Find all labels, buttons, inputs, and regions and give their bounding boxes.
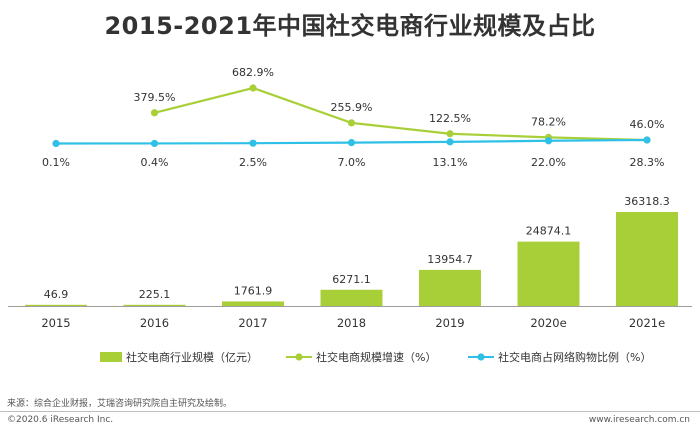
bar <box>222 301 284 306</box>
bar-data-label: 225.1 <box>139 288 171 301</box>
bar-data-label: 6271.1 <box>332 273 371 286</box>
growth-data-label: 682.9% <box>232 66 274 79</box>
share-point <box>544 137 553 145</box>
share-point <box>52 139 60 148</box>
bar-data-label: 1761.9 <box>234 284 273 297</box>
x-tick-label: 2018 <box>337 316 366 330</box>
copyright-text: ©2020.6 iResearch Inc. <box>7 415 114 425</box>
share-data-label: 22.0% <box>531 156 566 169</box>
share-data-label: 7.0% <box>338 156 366 169</box>
bar <box>25 304 87 306</box>
share-data-label: 13.1% <box>433 156 468 169</box>
legend-growth-label: 社交电商规模增速（%） <box>316 350 436 364</box>
source-note: 来源：综合企业财报，艾瑞咨询研究院自主研究及绘制。 <box>7 399 233 409</box>
bar-data-label: 46.9 <box>44 288 69 301</box>
x-tick-label: 2017 <box>238 316 267 330</box>
x-tick-label: 2016 <box>140 316 169 330</box>
share-data-label: 0.4% <box>141 156 169 169</box>
bar <box>419 269 481 306</box>
share-point <box>249 139 257 147</box>
growth-point <box>446 130 454 138</box>
x-tick-label: 2021e <box>629 316 665 330</box>
growth-point <box>347 119 356 127</box>
growth-data-label: 46.0% <box>630 118 665 131</box>
legend: 社交电商行业规模（亿元） 社交电商规模增速（%） 社交电商占网络购物比例（%） <box>100 350 651 364</box>
legend-bar-swatch <box>100 352 122 362</box>
growth-data-label: 255.9% <box>331 101 373 114</box>
bar-data-label: 13954.7 <box>427 253 473 266</box>
bar-chart-area: 46.9 225.1 1761.9 6271.1 13954.7 24874.1 36318… <box>8 195 692 330</box>
bar <box>616 212 678 306</box>
share-data-label: 28.3% <box>630 156 665 169</box>
growth-series-line <box>154 86 648 142</box>
footer-divider <box>0 411 700 412</box>
bar <box>517 241 580 306</box>
chart-title: 2015-2021年中国社交电商行业规模及占比 <box>104 12 596 40</box>
bar-data-label: 24874.1 <box>526 225 572 238</box>
share-point <box>347 139 356 147</box>
growth-point <box>249 84 257 92</box>
share-data-label: 2.5% <box>239 156 267 169</box>
legend-growth-marker <box>295 353 303 361</box>
bar-data-label: 36318.3 <box>624 195 670 208</box>
x-tick-label: 2020e <box>530 316 566 330</box>
growth-data-label: 379.5% <box>134 91 176 104</box>
bar <box>320 289 383 306</box>
x-tick-label: 2015 <box>41 316 70 330</box>
growth-point <box>150 109 159 117</box>
share-point <box>643 136 651 144</box>
legend-bar-label: 社交电商行业规模（亿元） <box>126 350 258 364</box>
growth-data-label: 122.5% <box>429 112 471 125</box>
share-data-label: 0.1% <box>42 156 70 169</box>
growth-data-label: 78.2% <box>531 115 566 128</box>
bar <box>123 304 186 306</box>
x-tick-label: 2019 <box>435 316 464 330</box>
legend-share-marker <box>477 353 485 361</box>
share-point <box>446 138 454 146</box>
line-chart-area: 379.5% 682.9% 255.9% 122.5% 78.2% 46.0% 0.1% 0.… <box>42 66 664 169</box>
legend-share-label: 社交电商占网络购物比例（%） <box>498 350 651 364</box>
website-url: www.iresearch.com.cn <box>588 415 690 425</box>
share-point <box>150 139 159 148</box>
